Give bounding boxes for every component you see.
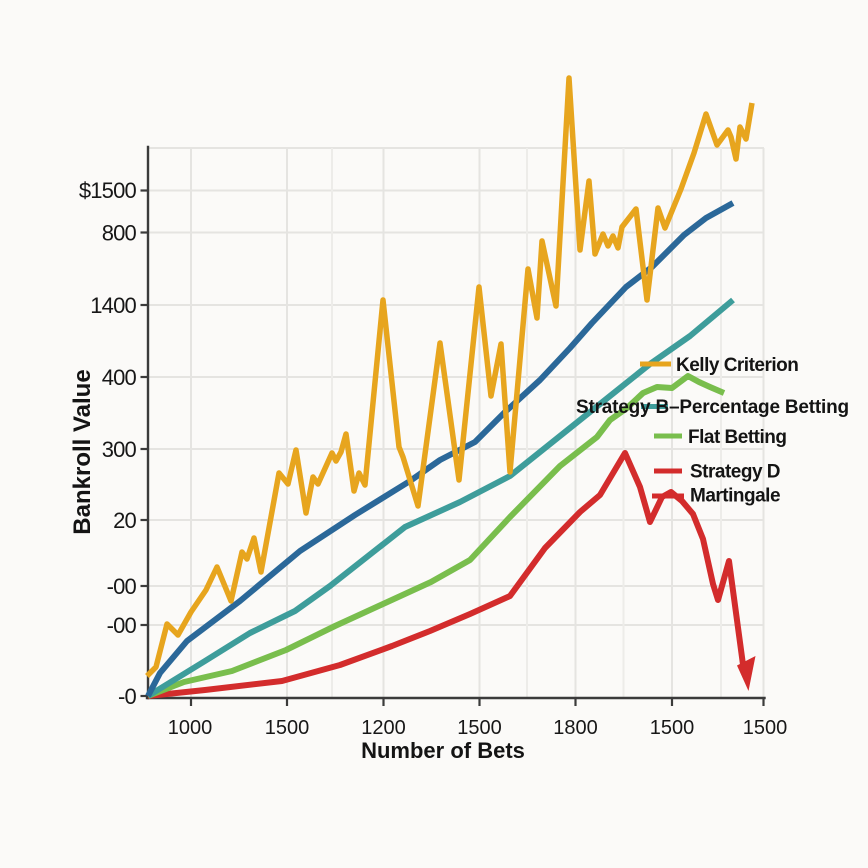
svg-text:1500: 1500 — [265, 717, 310, 739]
svg-text:800: 800 — [102, 221, 137, 246]
svg-text:1400: 1400 — [90, 293, 136, 318]
svg-text:1500: 1500 — [743, 717, 788, 739]
svg-text:-0: -0 — [118, 684, 137, 709]
svg-text:300: 300 — [102, 437, 137, 462]
svg-text:Bankroll Value: Bankroll Value — [69, 369, 96, 534]
svg-text:Kelly Criterion: Kelly Criterion — [676, 355, 798, 376]
svg-text:-00: -00 — [107, 613, 137, 638]
svg-text:Flat Betting: Flat Betting — [688, 427, 787, 448]
svg-text:20: 20 — [113, 508, 136, 533]
svg-text:$1500: $1500 — [79, 178, 137, 203]
svg-text:1200: 1200 — [361, 717, 406, 739]
svg-text:400: 400 — [102, 365, 137, 390]
svg-text:Strategy D: Strategy D — [690, 462, 780, 483]
svg-text:Strategy B–Percentage Betting: Strategy B–Percentage Betting — [576, 397, 849, 418]
svg-text:-00: -00 — [107, 574, 137, 599]
svg-text:1500: 1500 — [650, 717, 695, 739]
svg-text:Number of Bets: Number of Bets — [361, 738, 525, 763]
svg-text:1000: 1000 — [168, 717, 213, 739]
svg-text:1500: 1500 — [457, 717, 502, 739]
svg-text:1800: 1800 — [553, 717, 598, 739]
svg-text:Martingale: Martingale — [690, 486, 780, 507]
